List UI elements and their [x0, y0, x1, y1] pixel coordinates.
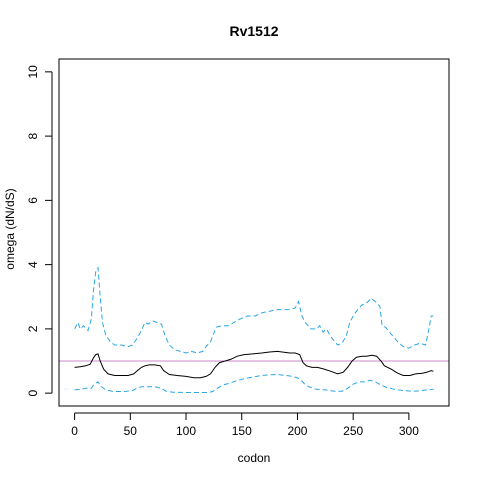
x-tick-label: 200 [287, 424, 307, 438]
omega-estimate-line [74, 350, 434, 379]
lower-bound-line [74, 373, 434, 393]
upper-bound-line [74, 266, 434, 354]
y-tick-label: 0 [26, 389, 40, 396]
y-tick-label: 2 [26, 325, 40, 332]
x-tick-label: 100 [176, 424, 196, 438]
y-axis: 0 2 4 6 8 10 [26, 65, 53, 396]
x-axis-label: codon [238, 451, 271, 465]
y-tick-label: 4 [26, 261, 40, 268]
plot-series [59, 266, 449, 393]
x-tick-label: 50 [124, 424, 138, 438]
y-tick-label: 10 [26, 65, 40, 79]
x-tick-label: 150 [232, 424, 252, 438]
chart-title: Rv1512 [229, 23, 278, 39]
x-tick-label: 250 [343, 424, 363, 438]
y-axis-label: omega (dN/dS) [3, 188, 17, 269]
x-tick-label: 0 [71, 424, 78, 438]
y-tick-label: 6 [26, 197, 40, 204]
plot-frame [58, 58, 450, 407]
x-axis: 0 50 100 150 200 250 300 [71, 412, 419, 438]
x-tick-label: 300 [399, 424, 419, 438]
y-tick-label: 8 [26, 132, 40, 139]
